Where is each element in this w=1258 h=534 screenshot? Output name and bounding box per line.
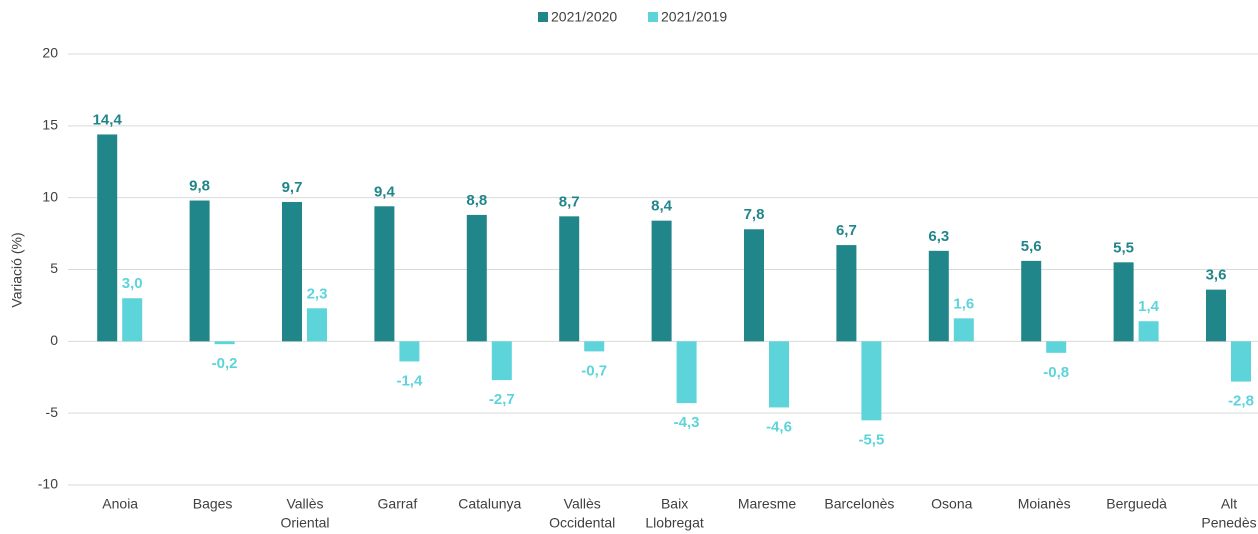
- data-label: 5,5: [1113, 239, 1134, 256]
- legend-swatch: [538, 12, 548, 22]
- y-axis-label: Variació (%): [9, 232, 25, 307]
- data-label: 3,0: [122, 275, 143, 292]
- data-label: 8,8: [466, 192, 487, 209]
- data-label: 9,8: [189, 178, 210, 195]
- data-label: -0,2: [212, 355, 238, 372]
- legend-label: 2021/2019: [661, 9, 727, 25]
- data-label: -4,3: [674, 414, 700, 431]
- y-tick-label: -5: [46, 404, 59, 420]
- data-label: -0,8: [1043, 364, 1069, 381]
- bar: [928, 250, 949, 342]
- bar: [559, 216, 580, 342]
- bar: [1046, 341, 1067, 353]
- data-label: 8,7: [559, 193, 580, 210]
- bar: [307, 308, 327, 342]
- data-label: 3,6: [1206, 267, 1227, 284]
- x-tick-label: Garraf: [378, 496, 418, 512]
- x-tick-label: Osona: [931, 496, 972, 512]
- bar: [1138, 321, 1159, 342]
- y-tick-label: 20: [42, 45, 58, 61]
- x-tick-label: Baix: [661, 496, 688, 512]
- bar: [1021, 260, 1042, 342]
- data-label: 1,4: [1138, 298, 1160, 315]
- data-label: 6,3: [928, 228, 949, 245]
- data-label: 7,8: [744, 206, 765, 223]
- data-label: 2,3: [307, 285, 328, 302]
- data-label: 9,7: [282, 179, 303, 196]
- x-tick-label: Llobregat: [645, 515, 703, 531]
- x-tick-label: Vallès: [564, 496, 601, 512]
- x-tick-label: Occidental: [549, 515, 615, 531]
- y-tick-label: 5: [50, 260, 58, 276]
- bar: [374, 206, 395, 342]
- y-tick-label: 10: [42, 188, 58, 204]
- bar: [953, 318, 974, 342]
- x-tick-label: Moianès: [1018, 496, 1071, 512]
- data-label: -2,8: [1228, 393, 1254, 410]
- x-tick-label: Maresme: [738, 496, 797, 512]
- data-label: 14,4: [93, 111, 123, 128]
- legend-label: 2021/2020: [551, 9, 617, 25]
- data-label: -4,6: [766, 418, 792, 435]
- bar: [676, 341, 697, 404]
- x-tick-label: Berguedà: [1106, 496, 1167, 512]
- y-tick-label: 15: [42, 117, 58, 133]
- bar: [1206, 289, 1226, 342]
- bar: [466, 214, 487, 342]
- x-tick-label: Vallès: [286, 496, 323, 512]
- x-tick-label: Penedès: [1201, 515, 1256, 531]
- bar: [122, 298, 143, 342]
- data-label: 1,6: [953, 295, 974, 312]
- y-tick-label: -10: [38, 476, 58, 492]
- bar: [651, 220, 672, 342]
- bar: [1113, 262, 1134, 342]
- bar: [1231, 341, 1251, 382]
- data-label: -5,5: [858, 431, 884, 448]
- data-label: 8,4: [651, 198, 673, 215]
- bar: [491, 341, 512, 381]
- x-tick-label: Alt: [1221, 496, 1237, 512]
- bar: [584, 341, 605, 352]
- legend-swatch: [648, 12, 658, 22]
- bar: [214, 341, 235, 345]
- data-label: -1,4: [396, 372, 423, 389]
- data-label: 6,7: [836, 222, 857, 239]
- bar: [744, 229, 764, 342]
- data-label: 5,6: [1021, 238, 1042, 255]
- x-tick-label: Anoia: [102, 496, 138, 512]
- bar: [399, 341, 420, 362]
- x-tick-label: Oriental: [280, 515, 329, 531]
- bar: [861, 341, 882, 421]
- y-tick-label: 0: [50, 332, 58, 348]
- x-tick-label: Catalunya: [458, 496, 521, 512]
- bar: [836, 245, 857, 342]
- x-tick-label: Bages: [193, 496, 233, 512]
- bar: [769, 341, 789, 408]
- data-label: 9,4: [374, 183, 396, 200]
- data-label: -2,7: [489, 391, 515, 408]
- bar: [282, 201, 302, 342]
- bar: [189, 200, 210, 342]
- x-tick-label: Barcelonès: [824, 496, 894, 512]
- bar: [97, 134, 118, 342]
- data-label: -0,7: [581, 362, 607, 379]
